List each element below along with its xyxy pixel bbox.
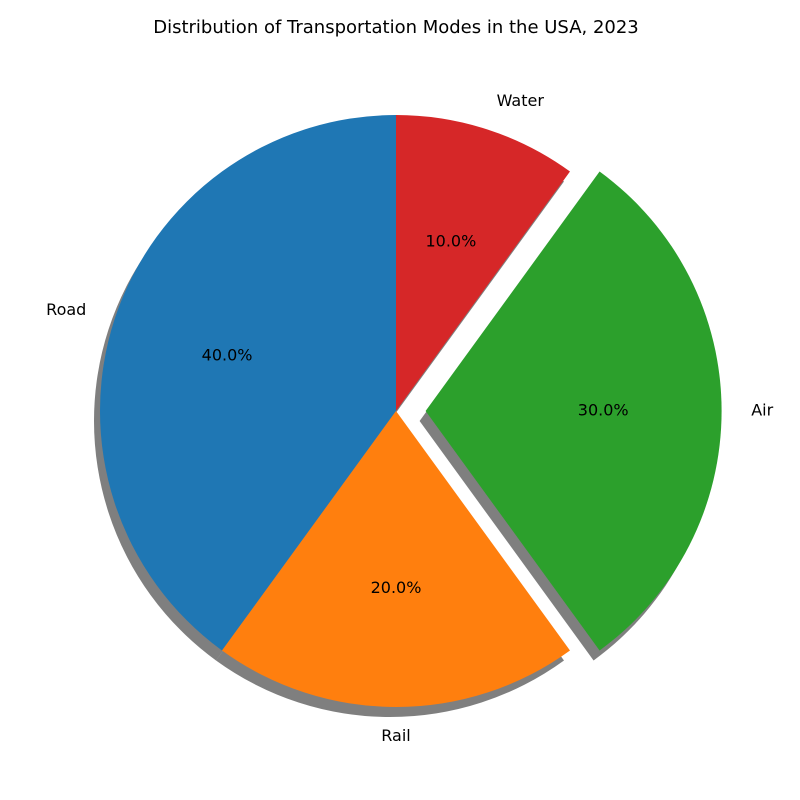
slice-label-water: Water [497, 91, 545, 110]
pie-labels: Road 40.0% Rail 20.0% Air 30.0% Water 10.0% [46, 91, 773, 745]
percent-label-rail: 20.0% [371, 578, 422, 597]
slice-label-road: Road [46, 300, 86, 319]
pie-slice-water [396, 115, 570, 411]
percent-label-air: 30.0% [578, 401, 629, 420]
chart-title: Distribution of Transportation Modes in … [153, 17, 639, 38]
percent-label-road: 40.0% [202, 346, 253, 365]
slice-label-air: Air [751, 401, 773, 420]
pie-slice-air [425, 171, 722, 651]
pie-slice-road [99, 115, 396, 651]
pie-slices [99, 115, 722, 708]
slice-label-rail: Rail [381, 726, 410, 745]
percent-label-water: 10.0% [425, 232, 476, 251]
pie-slice-rail [222, 411, 570, 708]
